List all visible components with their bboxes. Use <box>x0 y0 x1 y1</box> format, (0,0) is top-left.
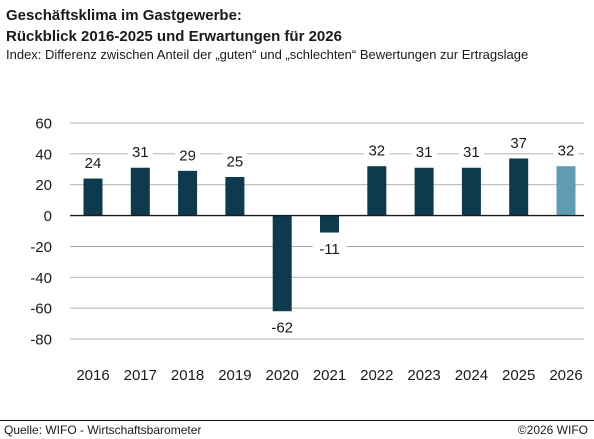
data-label-2020: -62 <box>271 320 293 337</box>
chart-title: Geschäftsklima im Gastgewerbe: Rückblick… <box>6 5 342 47</box>
data-label-2021: -11 <box>319 241 340 258</box>
x-tick-label: 2017 <box>124 367 157 384</box>
bar-2025 <box>509 158 529 216</box>
bar-2019 <box>225 177 245 216</box>
x-tick-label: 2023 <box>407 367 440 384</box>
y-tick-label: -20 <box>30 239 52 256</box>
x-tick-label: 2025 <box>502 367 535 384</box>
data-label-2019: 25 <box>227 154 244 171</box>
bar-chart: 60 40 20 0 -20 -40 -60 -80 24 31 29 25 -62 -11 32 31 31 3… <box>30 116 584 384</box>
data-label-2025: 37 <box>510 135 527 152</box>
footer: Quelle: WIFO - Wirtschaftsbarometer ©202… <box>0 420 594 439</box>
copyright-note: ©2026 WIFO <box>517 423 588 437</box>
bar-2021 <box>320 215 339 233</box>
x-tick-label: 2024 <box>455 367 488 384</box>
data-label-2026: 32 <box>558 143 575 160</box>
y-tick-label: -60 <box>30 301 52 318</box>
y-tick-label: -80 <box>30 332 52 349</box>
title-line-1: Geschäftsklima im Gastgewerbe: <box>6 7 242 24</box>
y-tick-label: 60 <box>35 116 52 133</box>
title-line-2: Rückblick 2016-2025 und Erwartungen für … <box>6 28 342 45</box>
data-label-2022: 32 <box>368 143 385 160</box>
data-label-2018: 29 <box>179 147 196 164</box>
bar-2022 <box>367 166 387 216</box>
bar-2016 <box>83 178 103 216</box>
x-tick-label: 2018 <box>171 367 204 384</box>
data-label-2017: 31 <box>132 144 149 161</box>
y-tick-label: 0 <box>44 208 52 225</box>
x-tick-label: 2021 <box>313 367 346 384</box>
bar-2024 <box>461 167 481 216</box>
bar-2018 <box>178 170 198 216</box>
chart-subtitle: Index: Differenz zwischen Anteil der „gu… <box>6 47 529 62</box>
bar-2026 <box>556 166 576 216</box>
source-note: Quelle: WIFO - Wirtschaftsbarometer <box>4 423 202 437</box>
x-tick-label: 2019 <box>218 367 251 384</box>
bar-2023 <box>414 167 434 216</box>
y-tick-label: 40 <box>35 146 52 163</box>
bar-2017 <box>130 167 150 216</box>
x-tick-label: 2020 <box>266 367 299 384</box>
x-tick-label: 2026 <box>549 367 582 384</box>
bar-2020 <box>272 215 292 312</box>
x-tick-label: 2022 <box>360 367 393 384</box>
y-tick-label: 20 <box>35 177 52 194</box>
data-label-2023: 31 <box>416 144 433 161</box>
data-label-2016: 24 <box>85 155 102 172</box>
data-label-2024: 31 <box>463 144 480 161</box>
y-tick-label: -40 <box>30 270 52 287</box>
x-tick-label: 2016 <box>76 367 109 384</box>
